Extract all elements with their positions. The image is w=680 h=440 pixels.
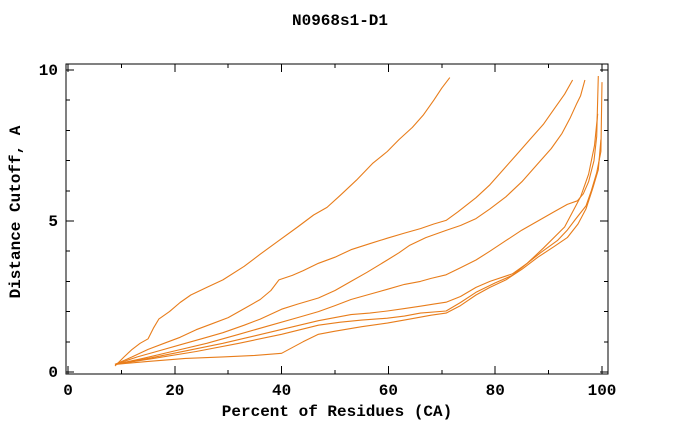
y-tick-label: 10 [39,62,58,80]
curve-5 [114,82,603,365]
plot-frame [65,63,609,375]
curve-2 [114,79,574,365]
x-tick-label: 60 [379,382,398,400]
curve-4 [114,75,599,365]
x-tick-label: 20 [165,382,184,400]
x-tick-label: 80 [486,382,505,400]
x-tick-label: 40 [272,382,291,400]
curve-6 [114,113,599,365]
curve-1 [114,77,451,367]
y-tick-label: 5 [48,213,58,231]
curve-7 [114,139,602,365]
x-tick-label: 0 [63,382,73,400]
x-axis-label: Percent of Residues (CA) [221,403,453,421]
y-axis-label: Distance Cutoff, A [7,125,25,299]
curve-3 [114,79,586,365]
chart-title: N0968s1-D1 [291,12,388,30]
x-tick-label: 100 [588,382,617,400]
y-tick-label: 0 [48,364,58,382]
